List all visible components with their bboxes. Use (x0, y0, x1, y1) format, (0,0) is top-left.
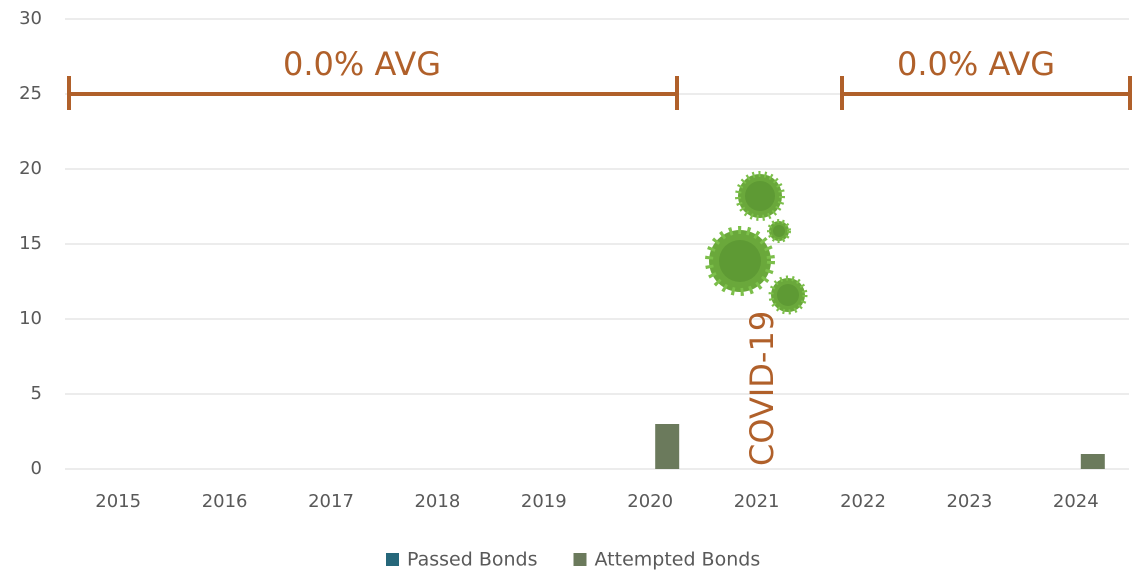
bar (1081, 454, 1105, 469)
x-tick-label: 2017 (308, 491, 354, 512)
legend-swatch (574, 553, 587, 566)
y-tick-label: 20 (19, 158, 42, 179)
legend-swatch (386, 553, 399, 566)
y-tick-label: 0 (31, 458, 42, 479)
legend-label: Attempted Bonds (595, 549, 761, 571)
x-tick-label: 2023 (946, 491, 992, 512)
virus-icons (709, 174, 805, 312)
x-tick-label: 2021 (734, 491, 780, 512)
annotation: 0.0% AVG (897, 45, 1055, 83)
annotation: COVID-19 (743, 311, 781, 466)
annotation: 0.0% AVG (283, 45, 441, 83)
y-tick-label: 15 (19, 233, 42, 254)
x-tick-label: 2018 (414, 491, 460, 512)
x-tick-label: 2016 (202, 491, 248, 512)
y-tick-label: 5 (31, 383, 42, 404)
x-tick-label: 2019 (521, 491, 567, 512)
y-tick-label: 10 (19, 308, 42, 329)
legend-label: Passed Bonds (407, 549, 538, 571)
y-tick-label: 30 (19, 8, 42, 29)
x-tick-label: 2022 (840, 491, 886, 512)
x-tick-label: 2024 (1053, 491, 1099, 512)
x-tick-label: 2020 (627, 491, 673, 512)
x-tick-label: 2015 (95, 491, 141, 512)
bar (655, 424, 679, 469)
y-tick-label: 25 (19, 83, 42, 104)
chart: 0.0% AVG 0.0% AVG COVID-19 0 5 10 15 20 25 30 2… (0, 0, 1147, 576)
